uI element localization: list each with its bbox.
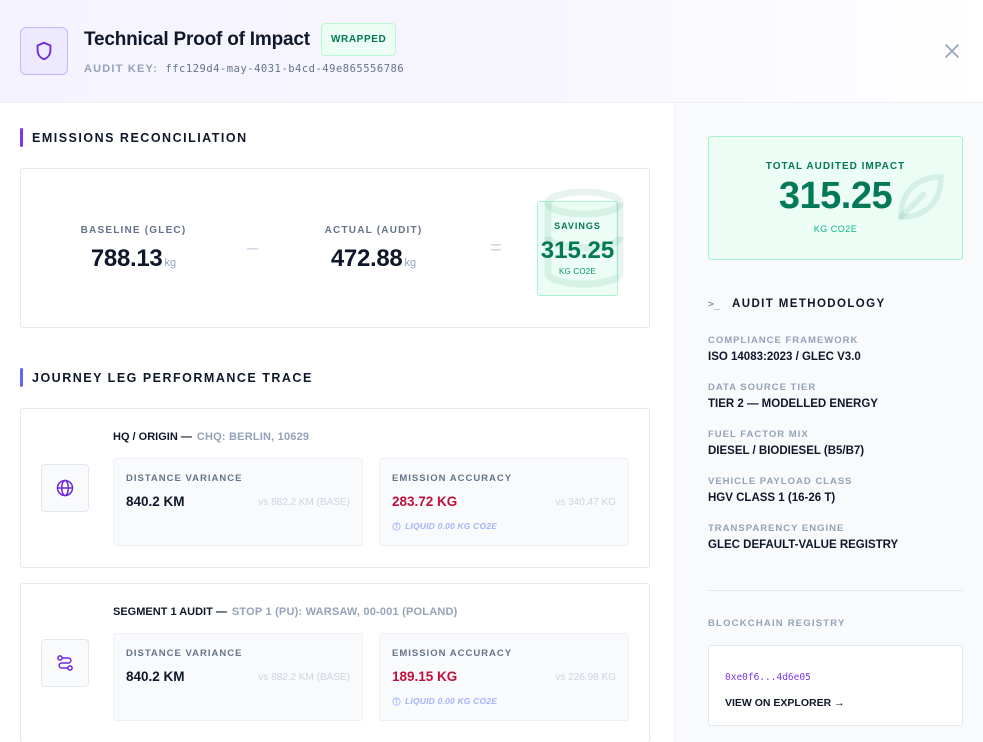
field-key: TRANSPARENCY ENGINE: [708, 523, 845, 534]
blockchain-card: 0xe0f6...4d6e05 VIEW ON EXPLORER →: [708, 645, 963, 726]
leg-title: SEGMENT 1 AUDIT — STOP 1 (PU): WARSAW, 00…: [113, 606, 458, 618]
actual-unit: kg: [404, 257, 417, 269]
leaf-icon: [898, 174, 944, 220]
emission-value: 189.15 KG: [392, 669, 458, 684]
journey-leg-card: HQ / ORIGIN — CHQ: BERLIN, 10629 DISTANCE…: [20, 408, 650, 568]
emission-value: 283.72 KG: [392, 494, 458, 509]
methodology-field: TRANSPARENCY ENGINE GLEC DEFAULT-VALUE R…: [708, 523, 898, 551]
distance-compare: vs 882.2 KM (BASE): [258, 672, 350, 683]
field-value: HGV CLASS 1 (16-26 T): [708, 492, 836, 504]
methodology-heading: >_ AUDIT METHODOLOGY: [708, 298, 886, 310]
audit-key-label: AUDIT KEY:: [84, 63, 159, 75]
distance-label: DISTANCE VARIANCE: [126, 473, 243, 484]
audit-key-value: ffc129d4-may-4031-b4cd-49e865556786: [165, 63, 405, 75]
savings-card: SAVINGS 315.25 KG CO2E: [537, 201, 618, 296]
baseline-unit: kg: [164, 257, 177, 269]
close-button[interactable]: [942, 41, 962, 61]
savings-label: SAVINGS: [554, 221, 601, 231]
globe-icon: [56, 479, 74, 497]
field-key: VEHICLE PAYLOAD CLASS: [708, 476, 853, 487]
baseline-value: 788.13: [90, 245, 163, 272]
baseline-metric: BASELINE (GLEC) 788.13 kg: [71, 225, 196, 273]
baseline-label: BASELINE (GLEC): [80, 225, 187, 236]
emission-note-text: LIQUID 0.00 KG CO2E: [405, 521, 498, 531]
audit-key: AUDIT KEY: ffc129d4-may-4031-b4cd-49e865…: [84, 63, 404, 75]
emission-compare: vs 340.47 KG: [555, 497, 616, 508]
field-key: FUEL FACTOR MIX: [708, 429, 809, 440]
route-icon: [57, 655, 73, 671]
leg-title-text: HQ / ORIGIN —: [113, 431, 192, 443]
right-panel: TOTAL AUDITED IMPACT 315.25 KG CO2E >_ A…: [674, 103, 983, 742]
info-icon: [392, 521, 401, 531]
emission-label: EMISSION ACCURACY: [392, 473, 513, 484]
actual-metric: ACTUAL (AUDIT) 472.88 kg: [311, 225, 436, 273]
equals-sign: =: [490, 237, 502, 259]
leg-icon-box: [41, 639, 89, 687]
minus-sign: –: [247, 237, 259, 259]
distance-compare: vs 882.2 KM (BASE): [258, 497, 350, 508]
leg-icon-box: [41, 464, 89, 512]
baseline-value-row: 788.13 kg: [71, 245, 196, 273]
methodology-field: DATA SOURCE TIER TIER 2 — MODELLED ENERG…: [708, 382, 878, 410]
field-key: COMPLIANCE FRAMEWORK: [708, 335, 859, 346]
total-impact-card: TOTAL AUDITED IMPACT 315.25 KG CO2E: [708, 136, 963, 260]
reconciliation-heading: EMISSIONS RECONCILIATION: [20, 128, 248, 147]
close-icon[interactable]: [942, 41, 962, 61]
methodology-field: FUEL FACTOR MIX DIESEL / BIODIESEL (B5/B…: [708, 429, 864, 457]
distance-label: DISTANCE VARIANCE: [126, 648, 243, 659]
field-value: ISO 14083:2023 / GLEC V3.0: [708, 351, 861, 363]
leg-title-text: SEGMENT 1 AUDIT —: [113, 606, 227, 618]
view-on-explorer-link[interactable]: VIEW ON EXPLORER →: [725, 697, 845, 709]
emission-compare: vs 226.98 KG: [555, 672, 616, 683]
field-value: TIER 2 — MODELLED ENERGY: [708, 398, 878, 410]
total-impact-value: 315.25: [778, 175, 893, 217]
leg-subtitle: CHQ: BERLIN, 10629: [196, 431, 310, 443]
savings-value: 315.25: [540, 237, 615, 264]
actual-value-row: 472.88 kg: [311, 245, 436, 273]
journey-heading-text: JOURNEY LEG PERFORMANCE TRACE: [32, 370, 313, 385]
journey-heading: JOURNEY LEG PERFORMANCE TRACE: [20, 368, 313, 387]
shield-icon: [36, 41, 52, 61]
savings-unit: KG CO2E: [559, 267, 596, 276]
total-impact-label: TOTAL AUDITED IMPACT: [765, 161, 906, 172]
distance-variance-box: DISTANCE VARIANCE 840.2 KM vs 882.2 KM (…: [113, 633, 363, 721]
emission-note-text: LIQUID 0.00 KG CO2E: [405, 696, 498, 706]
transaction-hash: 0xe0f6...4d6e05: [725, 672, 811, 683]
reconciliation-card: BASELINE (GLEC) 788.13 kg – ACTUAL (AUDIT…: [20, 168, 650, 328]
reconciliation-heading-text: EMISSIONS RECONCILIATION: [32, 130, 248, 145]
heading-accent-bar: [20, 128, 23, 147]
leg-title: HQ / ORIGIN — CHQ: BERLIN, 10629: [113, 431, 309, 443]
divider: [708, 590, 963, 591]
shield-icon-box: [20, 27, 68, 75]
methodology-field: COMPLIANCE FRAMEWORK ISO 14083:2023 / GL…: [708, 335, 861, 363]
emission-accuracy-box: EMISSION ACCURACY 189.15 KG vs 226.98 KG…: [379, 633, 629, 721]
info-icon: [392, 696, 401, 706]
modal-header: Technical Proof of Impact WRAPPED AUDIT …: [0, 0, 983, 103]
status-badge: WRAPPED: [321, 23, 397, 56]
modal-title: Technical Proof of Impact: [84, 29, 310, 50]
actual-value: 472.88: [330, 245, 403, 272]
emission-label: EMISSION ACCURACY: [392, 648, 513, 659]
field-value: GLEC DEFAULT-VALUE REGISTRY: [708, 539, 899, 551]
total-impact-unit: KG CO2E: [813, 224, 858, 234]
methodology-heading-text: AUDIT METHODOLOGY: [732, 298, 886, 310]
distance-variance-box: DISTANCE VARIANCE 840.2 KM vs 882.2 KM (…: [113, 458, 363, 546]
emission-accuracy-box: EMISSION ACCURACY 283.72 KG vs 340.47 KG…: [379, 458, 629, 546]
distance-value: 840.2 KM: [126, 494, 185, 509]
terminal-icon: >_: [708, 298, 721, 310]
blockchain-heading: BLOCKCHAIN REGISTRY: [708, 618, 846, 629]
actual-label: ACTUAL (AUDIT): [324, 225, 423, 236]
field-key: DATA SOURCE TIER: [708, 382, 817, 393]
heading-accent-bar: [20, 368, 23, 387]
emission-note: LIQUID 0.00 KG CO2E: [392, 521, 497, 531]
distance-value: 840.2 KM: [126, 669, 185, 684]
field-value: DIESEL / BIODIESEL (B5/B7): [708, 445, 865, 457]
methodology-field: VEHICLE PAYLOAD CLASS HGV CLASS 1 (16-26…: [708, 476, 853, 504]
emission-note: LIQUID 0.00 KG CO2E: [392, 696, 497, 706]
leg-subtitle: STOP 1 (PU): WARSAW, 00-001 (POLAND): [231, 606, 458, 618]
journey-leg-card: SEGMENT 1 AUDIT — STOP 1 (PU): WARSAW, 00…: [20, 583, 650, 742]
